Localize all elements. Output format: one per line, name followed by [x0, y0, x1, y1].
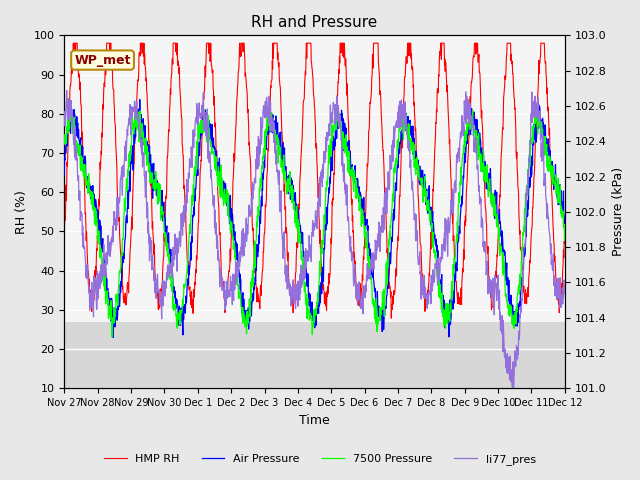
7500 Pressure: [228, 227, 236, 233]
HMP RH: [160, 254, 168, 260]
li77_pres: [392, 120, 400, 125]
Line: 7500 Pressure: 7500 Pressure: [64, 107, 565, 337]
Y-axis label: Pressure (kPa): Pressure (kPa): [612, 167, 625, 256]
HMP RH: [387, 315, 395, 321]
li77_pres: [160, 287, 168, 293]
7500 Pressure: [334, 104, 342, 109]
HMP RH: [458, 279, 466, 285]
Line: li77_pres: li77_pres: [64, 91, 565, 391]
Air Pressure: [502, 273, 510, 279]
li77_pres: [502, 365, 509, 371]
7500 Pressure: [60, 132, 68, 138]
HMP RH: [393, 273, 401, 279]
7500 Pressure: [160, 216, 168, 221]
7500 Pressure: [561, 227, 569, 232]
Air Pressure: [172, 296, 180, 301]
li77_pres: [172, 236, 180, 241]
Air Pressure: [109, 335, 117, 340]
li77_pres: [228, 288, 236, 293]
Text: WP_met: WP_met: [74, 54, 131, 67]
li77_pres: [63, 88, 70, 94]
Legend: HMP RH, Air Pressure, 7500 Pressure, li77_pres: HMP RH, Air Pressure, 7500 Pressure, li7…: [100, 450, 540, 469]
7500 Pressure: [458, 163, 466, 168]
Line: Air Pressure: Air Pressure: [64, 99, 565, 337]
Air Pressure: [228, 211, 236, 216]
li77_pres: [60, 122, 68, 128]
li77_pres: [458, 133, 465, 139]
Air Pressure: [393, 188, 401, 193]
X-axis label: Time: Time: [299, 414, 330, 427]
Air Pressure: [561, 220, 569, 226]
Air Pressure: [160, 215, 168, 220]
7500 Pressure: [108, 334, 116, 340]
HMP RH: [561, 236, 569, 241]
Air Pressure: [136, 96, 143, 102]
li77_pres: [561, 288, 569, 294]
Bar: [64, 322, 565, 388]
HMP RH: [172, 49, 180, 55]
li77_pres: [509, 388, 516, 394]
HMP RH: [502, 63, 510, 69]
7500 Pressure: [393, 159, 401, 165]
7500 Pressure: [502, 291, 510, 297]
Title: RH and Pressure: RH and Pressure: [252, 15, 378, 30]
Air Pressure: [458, 193, 466, 199]
7500 Pressure: [172, 313, 180, 319]
Y-axis label: RH (%): RH (%): [15, 190, 28, 234]
HMP RH: [60, 238, 68, 244]
HMP RH: [70, 40, 77, 46]
Air Pressure: [60, 172, 68, 178]
Line: HMP RH: HMP RH: [64, 43, 565, 318]
HMP RH: [228, 229, 236, 235]
